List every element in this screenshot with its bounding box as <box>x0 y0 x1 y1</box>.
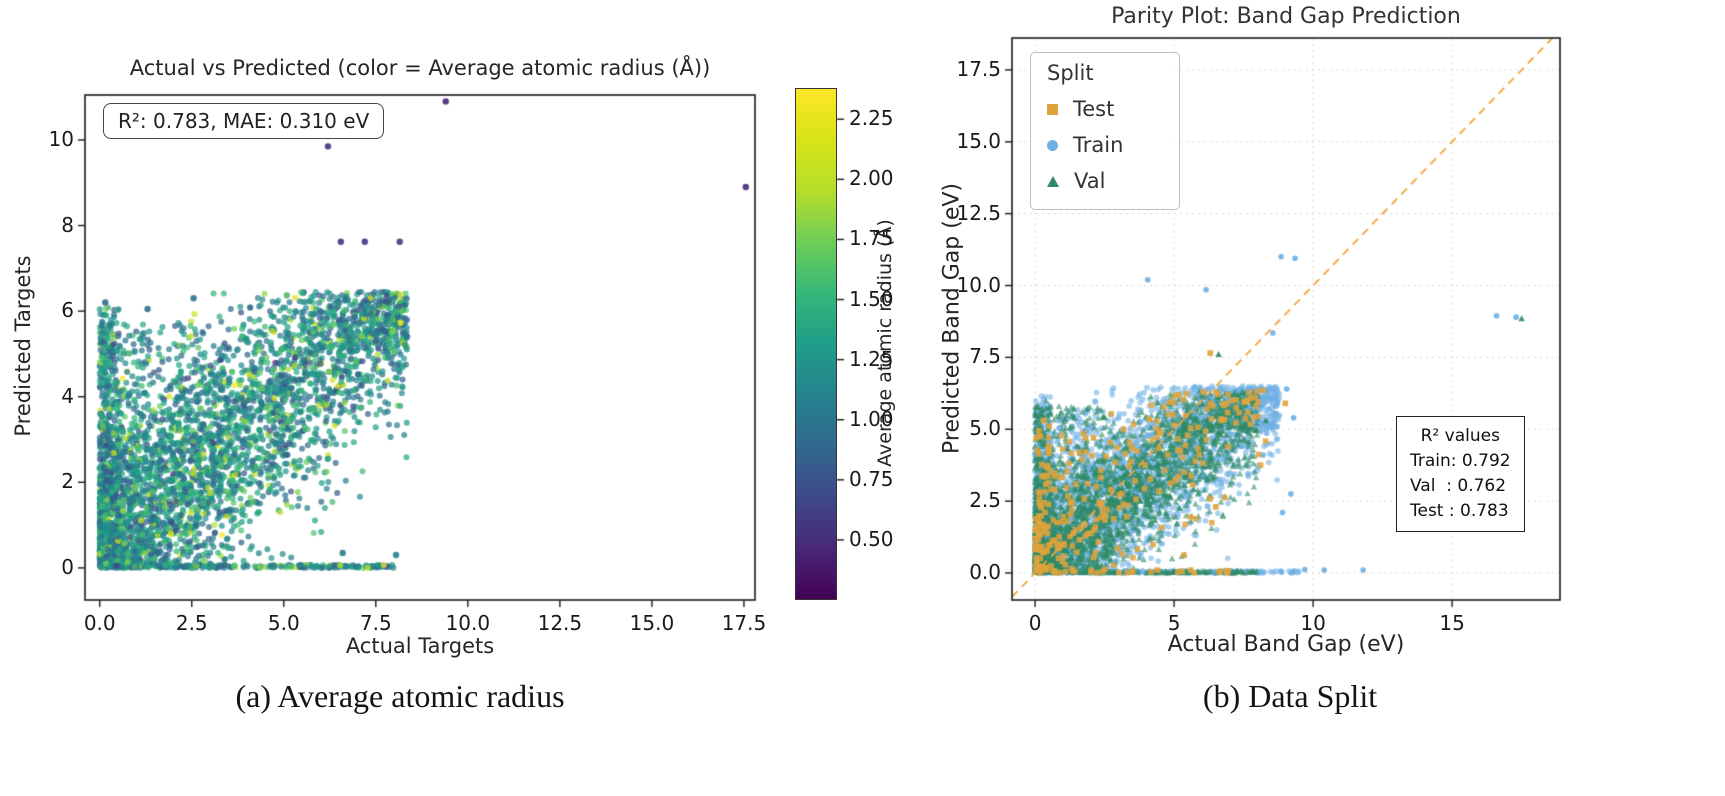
test-square-marker-icon <box>1047 103 1058 115</box>
chart-a-y-tick-label: 0 <box>61 554 74 579</box>
legend-item-train: Train <box>1047 127 1179 163</box>
chart-a-x-tick-label: 0.0 <box>83 611 116 635</box>
chart-b-y-tick-label: 0.0 <box>969 559 1001 584</box>
chart-a-y-tick-label: 8 <box>61 212 74 237</box>
chart-b-y-tick-label: 12.5 <box>956 200 1001 225</box>
colorbar-tick-label: 0.75 <box>849 466 894 491</box>
caption-b: (b) Data Split <box>1202 678 1378 714</box>
chart-b-x-tick-label: 0 <box>1028 611 1042 635</box>
chart-a-x-axis-label: Actual Targets <box>345 634 495 658</box>
chart-b-y-tick-label: 10.0 <box>956 272 1001 297</box>
chart-b-y-axis-label: Predicted Band Gap (eV) <box>939 183 965 454</box>
chart-b-title: Parity Plot: Band Gap Prediction <box>1111 4 1461 29</box>
chart-a-x-tick-label: 10.0 <box>445 611 491 635</box>
r2-train-value: Train: 0.792 <box>1410 451 1511 471</box>
legend-label-test: Test <box>1073 97 1115 121</box>
train-circle-marker-icon <box>1047 139 1058 151</box>
chart-a-x-tick-label: 5.0 <box>267 611 300 635</box>
chart-a-y-tick-label: 6 <box>61 298 74 323</box>
val-triangle-marker-icon <box>1047 175 1059 187</box>
chart-b-x-axis-label: Actual Band Gap (eV) <box>1167 632 1405 657</box>
chart-a-y-tick-label: 10 <box>48 126 74 151</box>
chart-a-x-tick-label: 15.0 <box>629 611 675 635</box>
chart-b-y-tick-label: 7.5 <box>969 344 1001 369</box>
chart-a-y-tick-label: 2 <box>61 469 74 494</box>
r2-val-value: Val : 0.762 <box>1410 476 1507 496</box>
chart-a-y-tick-label: 4 <box>61 383 74 408</box>
legend-item-val: Val <box>1047 163 1179 199</box>
chart-a-x-tick-label: 2.5 <box>175 611 208 635</box>
caption-a: (a) Average atomic radius <box>235 678 565 714</box>
chart-b-x-tick-label: 10 <box>1300 611 1326 635</box>
chart-a-x-tick-label: 12.5 <box>537 611 583 635</box>
colorbar-tick-label: 1.75 <box>849 226 894 251</box>
colorbar-tick-label: 1.50 <box>849 286 894 311</box>
colorbar-tick-label: 0.50 <box>849 526 894 551</box>
colorbar-tick-label: 2.25 <box>849 106 894 131</box>
colorbar-tick-label: 1.00 <box>849 406 894 431</box>
chart-a-title: Actual vs Predicted (color = Average ato… <box>129 56 711 80</box>
legend-label-train: Train <box>1073 133 1124 157</box>
r2-values-box: R² values Train: 0.792 Val : 0.762 Test … <box>1396 416 1525 532</box>
chart-a-x-tick-label: 17.5 <box>721 611 767 635</box>
chart-b-x-tick-label: 5 <box>1167 611 1181 635</box>
chart-b-y-tick-label: 5.0 <box>969 416 1001 441</box>
r2-box-title: R² values <box>1420 426 1500 446</box>
colorbar <box>795 88 837 600</box>
legend-title: Split <box>1047 61 1094 85</box>
legend-label-val: Val <box>1074 169 1106 193</box>
legend: Split Test Train Val <box>1030 52 1180 210</box>
chart-b-x-tick-label: 15 <box>1439 611 1465 635</box>
chart-b-y-tick-label: 2.5 <box>969 488 1001 513</box>
colorbar-tick-label: 2.00 <box>849 166 894 191</box>
chart-a-metrics-annotation: R²: 0.783, MAE: 0.310 eV <box>103 103 385 139</box>
colorbar-tick-label: 1.25 <box>849 346 894 371</box>
chart-b-y-tick-label: 15.0 <box>956 128 1001 153</box>
r2-test-value: Test : 0.783 <box>1410 501 1509 521</box>
chart-a-x-tick-label: 7.5 <box>359 611 392 635</box>
chart-b-y-tick-label: 17.5 <box>956 56 1001 81</box>
legend-item-test: Test <box>1047 91 1179 127</box>
